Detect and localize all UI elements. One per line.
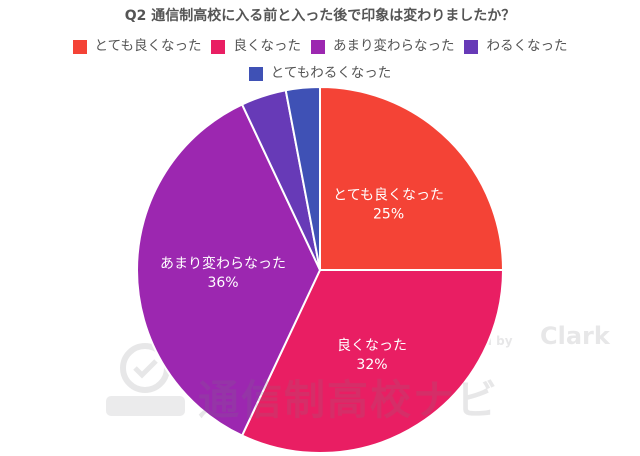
watermark-brand: Clark (540, 322, 610, 350)
legend-row-2: とてもわるくなった (20, 60, 620, 87)
legend-swatch (464, 39, 479, 54)
slice-value-label: 32% (356, 357, 387, 373)
slice-label: あまり変わらなった (160, 255, 286, 272)
legend-row-1: とても良くなった 良くなった あまり変わらなった わるくなった (20, 33, 620, 60)
slice-value-label: 25% (373, 206, 404, 222)
legend-label: わるくなった (486, 38, 568, 54)
legend: とても良くなった 良くなった あまり変わらなった わるくなった とてもわるくなっ… (20, 33, 620, 87)
slice-good[interactable] (240, 269, 505, 454)
legend-swatch (310, 39, 325, 54)
legend-item-very-bad[interactable]: とてもわるくなった (248, 60, 392, 87)
legend-label: 良くなった (233, 38, 301, 54)
slice-label: とても良くなった (333, 187, 444, 203)
legend-label: あまり変わらなった (332, 38, 455, 54)
legend-swatch (72, 39, 87, 54)
legend-item-bad[interactable]: わるくなった (464, 33, 567, 60)
legend-swatch (248, 66, 263, 81)
chart-title: Q2 通信制高校に入る前と入った後で印象は変わりましたか？ (124, 8, 516, 24)
legend-item-very-good[interactable]: とても良くなった (72, 33, 202, 60)
legend-label: とてもわるくなった (270, 65, 392, 81)
slice-label: 良くなった (337, 338, 407, 354)
slice-no-change[interactable] (136, 103, 322, 437)
watermark-text: 通信制高校ナビ (198, 376, 499, 424)
slice-very-good[interactable] (319, 85, 505, 271)
slice-very-bad[interactable] (284, 85, 321, 271)
legend-item-good[interactable]: 良くなった (211, 33, 301, 60)
slice-value-label: 36% (207, 275, 238, 291)
legend-label: とても良くなった (94, 38, 202, 54)
legend-item-no-change[interactable]: あまり変わらなった (310, 33, 455, 60)
legend-swatch (211, 39, 226, 54)
